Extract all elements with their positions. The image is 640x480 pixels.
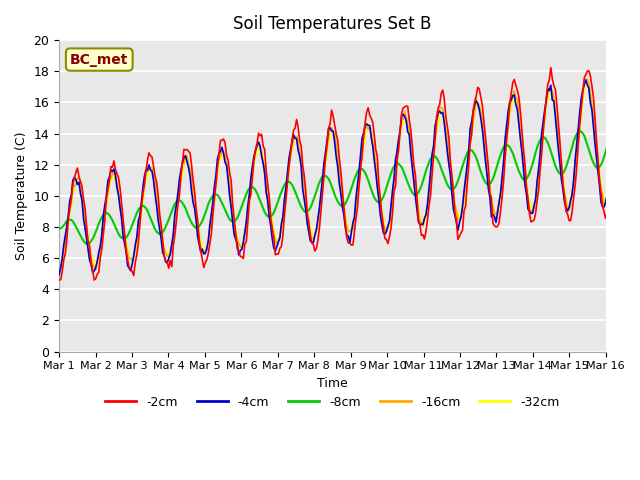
Legend: -2cm, -4cm, -8cm, -16cm, -32cm: -2cm, -4cm, -8cm, -16cm, -32cm bbox=[100, 391, 564, 414]
Y-axis label: Soil Temperature (C): Soil Temperature (C) bbox=[15, 132, 28, 260]
Title: Soil Temperatures Set B: Soil Temperatures Set B bbox=[233, 15, 431, 33]
Text: BC_met: BC_met bbox=[70, 53, 129, 67]
X-axis label: Time: Time bbox=[317, 377, 348, 390]
